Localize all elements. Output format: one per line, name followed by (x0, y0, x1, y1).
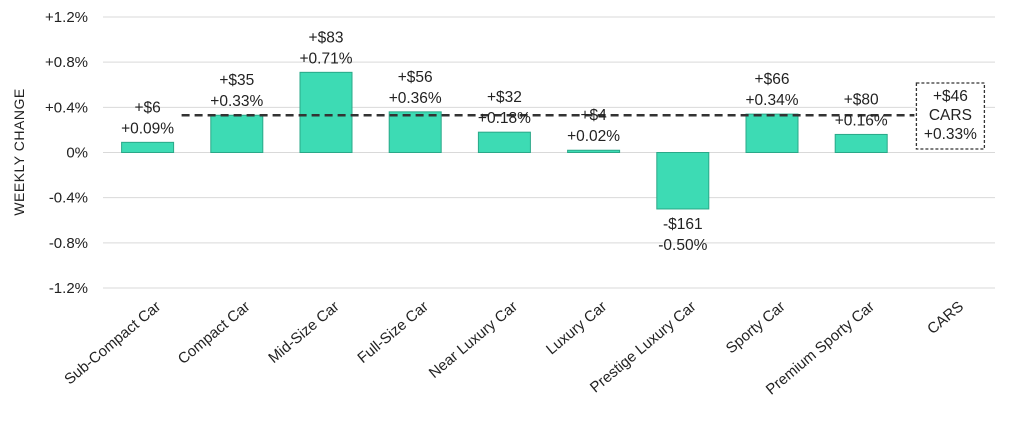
dollar-label: +$6 (134, 99, 160, 116)
bar (121, 141, 175, 153)
percent-label: -0.50% (658, 237, 707, 254)
reference-dollar-label: +$46 (933, 88, 968, 105)
dollar-label: +$56 (398, 69, 433, 86)
dollar-label: +$32 (487, 89, 522, 106)
reference-name-label: CARS (929, 107, 972, 124)
bar (477, 131, 531, 154)
x-category-label: CARS (924, 298, 967, 338)
x-category-label: Luxury Car (543, 298, 610, 358)
bar (834, 133, 888, 153)
reference-line: +$46 CARS +0.33% (181, 82, 986, 150)
y-tick-label: +0.8% (45, 54, 88, 71)
y-tick-label: +0.4% (45, 99, 88, 116)
x-category-label: Sporty Car (723, 298, 789, 357)
dollar-label: +$80 (844, 91, 879, 108)
y-axis-title: WEEKLY CHANGE (11, 88, 27, 215)
dollar-label: +$35 (219, 72, 254, 89)
y-axis-ticks: +1.2% +0.8% +0.4% 0% -0.4% -0.8% -1.2% (45, 9, 88, 297)
bar (299, 71, 353, 153)
percent-label: +0.02% (567, 128, 620, 145)
percent-label: +0.36% (389, 90, 442, 107)
dollar-label: +$83 (309, 29, 344, 46)
y-tick-label: -0.8% (49, 235, 88, 252)
data-labels: +$6 +0.09% +$35 +0.33% +$83 +0.71% +$56 +0.36% +… (121, 29, 888, 254)
reference-box (915, 82, 986, 150)
percent-label: +0.33% (210, 93, 263, 110)
percent-label: +0.18% (478, 110, 531, 127)
percent-label: +0.09% (121, 120, 174, 137)
bar (567, 149, 621, 154)
x-category-label: Sub-Compact Car (61, 298, 164, 388)
x-category-label: Mid-Size Car (265, 298, 342, 367)
percent-label: +0.16% (835, 112, 888, 129)
dollar-label: -$161 (663, 216, 703, 233)
bar (656, 152, 710, 210)
bar (210, 114, 264, 154)
y-tick-label: 0% (66, 145, 88, 162)
x-category-label: Compact Car (175, 298, 254, 368)
y-tick-label: -1.2% (49, 280, 88, 297)
bar (745, 113, 799, 153)
dollar-label: +$4 (580, 107, 607, 124)
y-tick-label: +1.2% (45, 9, 88, 26)
x-category-label: Full-Size Car (354, 298, 431, 367)
x-axis-categories: Sub-Compact Car Compact Car Mid-Size Car Fu… (61, 298, 967, 398)
y-tick-label: -0.4% (49, 190, 88, 207)
bar (388, 111, 442, 153)
reference-percent-label: +0.33% (924, 126, 977, 143)
x-category-label: Near Luxury Car (426, 298, 521, 382)
percent-label: +0.34% (745, 92, 798, 109)
percent-label: +0.71% (299, 50, 352, 67)
dollar-label: +$66 (755, 71, 790, 88)
